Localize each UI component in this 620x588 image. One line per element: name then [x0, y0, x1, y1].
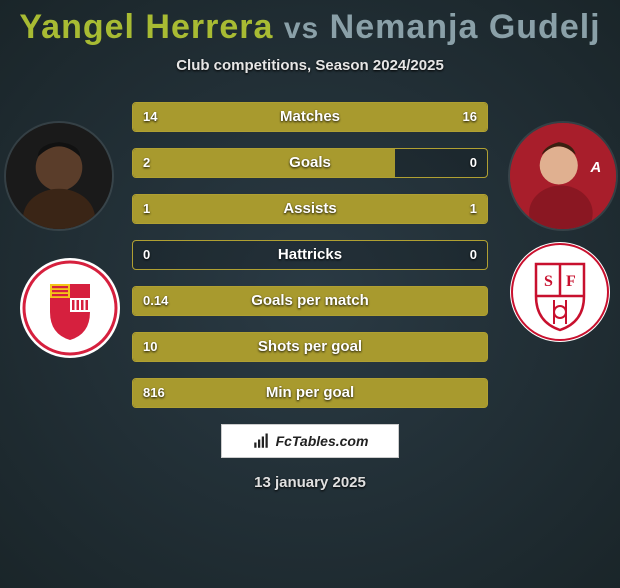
comparison-title: Yangel Herrera vs Nemanja Gudelj — [0, 8, 620, 47]
stat-label: Hattricks — [133, 241, 487, 269]
stat-label: Goals per match — [133, 287, 487, 315]
player2-avatar: A — [510, 123, 616, 229]
player2-name: Nemanja Gudelj — [330, 8, 601, 46]
vs-text: vs — [284, 12, 319, 45]
stat-bars: 1416Matches 20Goals 11Assists 00Hattricks 0.… — [132, 102, 488, 408]
stat-label: Min per goal — [133, 379, 487, 407]
player1-avatar-svg — [6, 123, 112, 229]
source-logo: FcTables.com — [221, 424, 399, 458]
player2-club-crest: S F — [510, 242, 610, 342]
stat-row: 00Hattricks — [132, 240, 488, 270]
svg-text:S: S — [544, 273, 553, 290]
stat-row: 11Assists — [132, 194, 488, 224]
svg-text:F: F — [566, 273, 576, 290]
source-logo-text: FcTables.com — [276, 433, 369, 449]
player1-avatar — [6, 123, 112, 229]
stat-row: 20Goals — [132, 148, 488, 178]
stat-row: 0.14Goals per match — [132, 286, 488, 316]
girona-crest-icon — [20, 258, 120, 358]
player2-avatar-svg: A — [510, 123, 616, 229]
stat-row: 816Min per goal — [132, 378, 488, 408]
subtitle: Club competitions, Season 2024/2025 — [0, 57, 620, 74]
date-text: 13 january 2025 — [0, 474, 620, 491]
stat-label: Matches — [133, 103, 487, 131]
stat-row: 10Shots per goal — [132, 332, 488, 362]
svg-text:A: A — [590, 160, 602, 176]
stat-row: 1416Matches — [132, 102, 488, 132]
stat-label: Goals — [133, 149, 487, 177]
player1-club-crest — [20, 258, 120, 358]
chart-icon — [252, 432, 270, 450]
stat-label: Shots per goal — [133, 333, 487, 361]
player1-name: Yangel Herrera — [19, 8, 273, 46]
stat-label: Assists — [133, 195, 487, 223]
sevilla-crest-icon: S F — [510, 242, 610, 342]
